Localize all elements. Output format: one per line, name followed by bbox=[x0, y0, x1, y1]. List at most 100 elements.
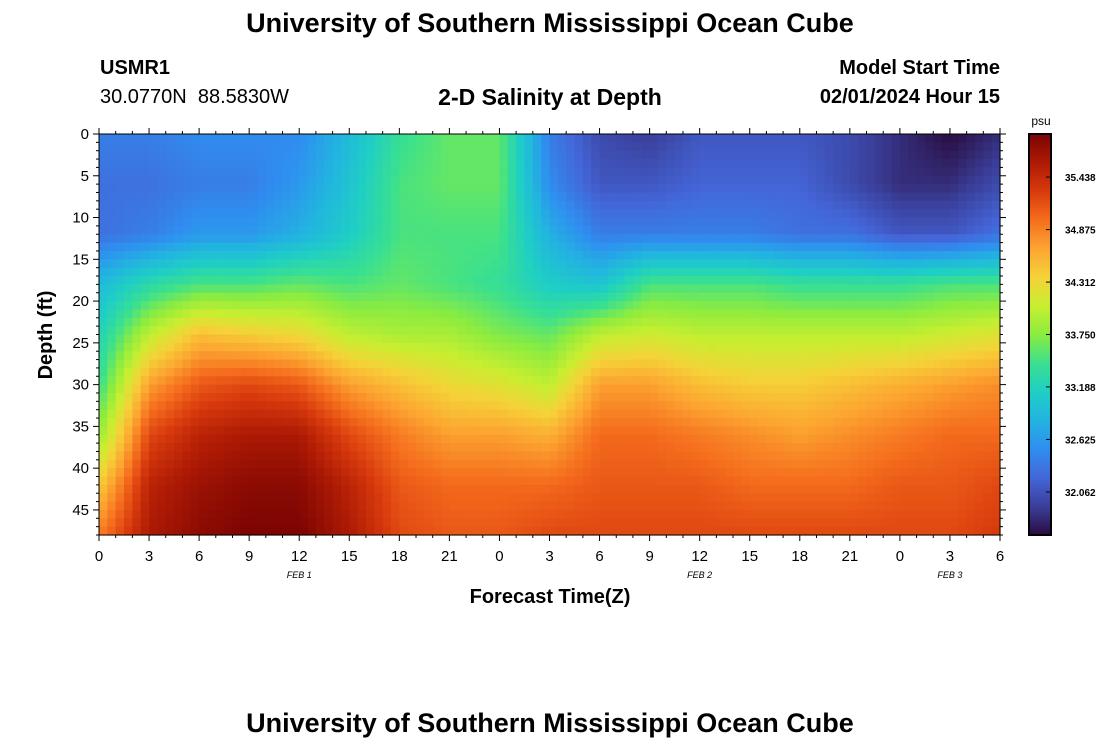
heatmap-cell bbox=[115, 142, 125, 152]
heatmap-cell bbox=[766, 159, 776, 169]
heatmap-cell bbox=[549, 409, 559, 419]
heatmap-cell bbox=[724, 192, 734, 202]
heatmap-cell bbox=[416, 334, 425, 344]
heatmap-cell bbox=[265, 192, 275, 202]
heatmap-cell bbox=[808, 376, 818, 386]
heatmap-cell bbox=[474, 384, 484, 394]
heatmap-cell bbox=[224, 159, 234, 169]
heatmap-cell bbox=[733, 418, 742, 427]
heatmap-cell bbox=[332, 342, 342, 352]
heatmap-cell bbox=[924, 334, 934, 344]
heatmap-cell bbox=[149, 250, 158, 260]
heatmap-cell bbox=[332, 150, 342, 160]
heatmap-cell bbox=[724, 359, 734, 369]
heatmap-cell bbox=[282, 443, 292, 453]
heatmap-cell bbox=[382, 267, 392, 277]
heatmap-cell bbox=[190, 267, 200, 277]
heatmap-cell bbox=[791, 409, 801, 419]
heatmap-cell bbox=[240, 192, 250, 202]
heatmap-cell bbox=[858, 359, 868, 369]
heatmap-cell bbox=[107, 259, 117, 269]
heatmap-cell bbox=[424, 276, 434, 285]
heatmap-cell bbox=[833, 443, 843, 453]
heatmap-cell bbox=[499, 509, 509, 519]
heatmap-cell bbox=[432, 526, 442, 536]
heatmap-cell bbox=[274, 518, 284, 528]
heatmap-cell bbox=[207, 526, 217, 536]
heatmap-cell bbox=[140, 384, 150, 394]
heatmap-cell bbox=[149, 493, 158, 503]
heatmap-cell bbox=[107, 242, 117, 252]
heatmap-cell bbox=[591, 142, 601, 152]
heatmap-cell bbox=[474, 242, 484, 252]
heatmap-cell bbox=[933, 401, 943, 411]
heatmap-cell bbox=[949, 459, 959, 469]
heatmap-cell bbox=[282, 376, 292, 386]
heatmap-cell bbox=[582, 351, 592, 361]
heatmap-cell bbox=[949, 476, 959, 486]
heatmap-cell bbox=[783, 326, 793, 336]
heatmap-cell bbox=[199, 284, 209, 294]
heatmap-cell bbox=[382, 250, 392, 260]
heatmap-cell bbox=[516, 225, 526, 235]
heatmap-cell bbox=[691, 476, 701, 486]
heatmap-cell bbox=[215, 217, 225, 227]
heatmap-cell bbox=[140, 309, 150, 319]
heatmap-cell bbox=[257, 342, 267, 352]
heatmap-cell bbox=[758, 434, 767, 444]
heatmap-cell bbox=[374, 526, 384, 536]
heatmap-cell bbox=[774, 234, 784, 244]
heatmap-cell bbox=[699, 317, 709, 327]
heatmap-cell bbox=[165, 392, 175, 402]
heatmap-cell bbox=[674, 509, 684, 519]
heatmap-cell bbox=[199, 359, 209, 369]
heatmap-cell bbox=[240, 367, 250, 377]
heatmap-cell bbox=[416, 376, 425, 386]
heatmap-cell bbox=[566, 292, 576, 302]
heatmap-cell bbox=[566, 259, 576, 269]
heatmap-cell bbox=[357, 250, 367, 260]
heatmap-cell bbox=[124, 351, 133, 361]
heatmap-cell bbox=[424, 200, 434, 210]
heatmap-cell bbox=[708, 326, 717, 336]
heatmap-cell bbox=[949, 175, 959, 185]
heatmap-cell bbox=[557, 376, 567, 386]
heatmap-cell bbox=[958, 526, 968, 536]
heatmap-cell bbox=[599, 175, 609, 185]
heatmap-cell bbox=[449, 234, 459, 244]
heatmap-cell bbox=[340, 367, 350, 377]
heatmap-cell bbox=[265, 200, 275, 210]
heatmap-cell bbox=[224, 342, 234, 352]
heatmap-cell bbox=[724, 150, 734, 160]
heatmap-cell bbox=[149, 167, 158, 177]
heatmap-cell bbox=[741, 392, 751, 402]
heatmap-cell bbox=[382, 150, 392, 160]
heatmap-cell bbox=[666, 409, 676, 419]
heatmap-cell bbox=[357, 142, 367, 152]
heatmap-cell bbox=[632, 459, 642, 469]
heatmap-cell bbox=[382, 167, 392, 177]
heatmap-cell bbox=[482, 225, 492, 235]
heatmap-cell bbox=[190, 301, 200, 311]
heatmap-cell bbox=[799, 301, 809, 311]
heatmap-cell bbox=[349, 392, 359, 402]
heatmap-cell bbox=[157, 225, 167, 235]
heatmap-cell bbox=[132, 392, 142, 402]
heatmap-cell bbox=[224, 200, 234, 210]
heatmap-cell bbox=[924, 250, 934, 260]
heatmap-cell bbox=[616, 509, 626, 519]
heatmap-cell bbox=[666, 250, 676, 260]
heatmap-cell bbox=[307, 284, 317, 294]
heatmap-cell bbox=[591, 367, 601, 377]
heatmap-cell bbox=[624, 142, 634, 152]
heatmap-cell bbox=[124, 443, 133, 453]
heatmap-cell bbox=[382, 184, 392, 194]
heatmap-cell bbox=[624, 493, 634, 503]
heatmap-cell bbox=[641, 192, 651, 202]
heatmap-cell bbox=[140, 434, 150, 444]
heatmap-cell bbox=[165, 351, 175, 361]
heatmap-cell bbox=[466, 267, 476, 277]
heatmap-cell bbox=[566, 134, 576, 143]
heatmap-cell bbox=[858, 342, 868, 352]
heatmap-cell bbox=[499, 159, 509, 169]
